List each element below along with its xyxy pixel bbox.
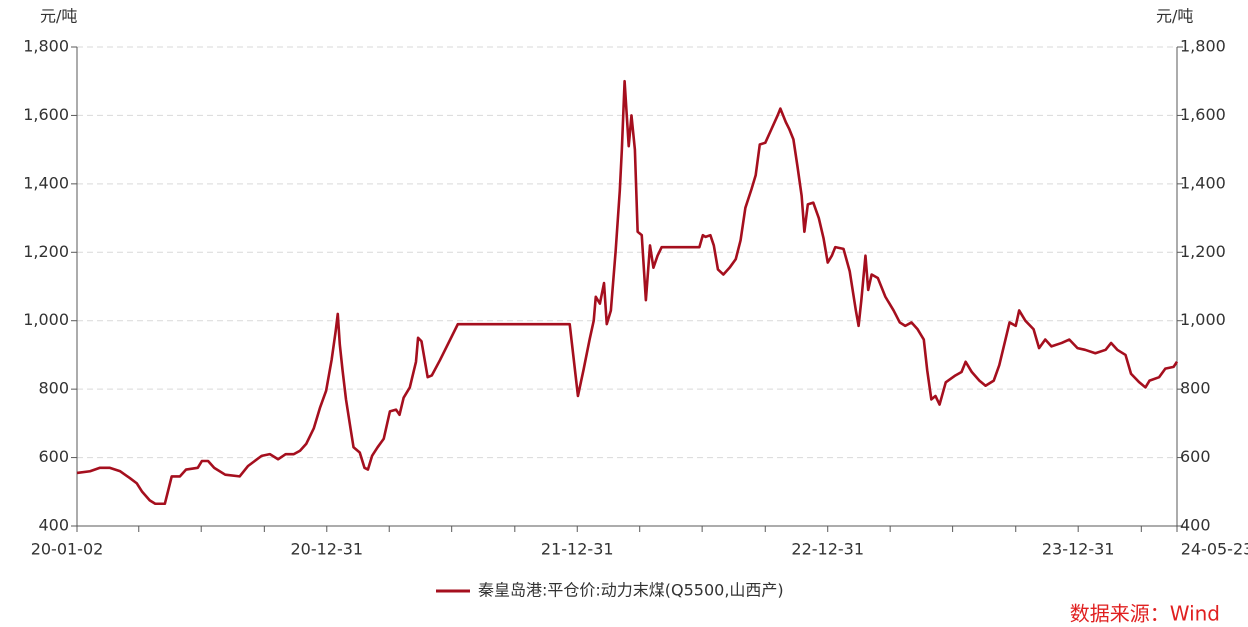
y2-tick-label: 400	[1180, 516, 1211, 535]
y-tick-label: 600	[38, 447, 69, 466]
x-tick-label: 22-12-31	[791, 540, 864, 559]
x-tick-label: 24-05-23	[1181, 540, 1248, 559]
y-tick-label: 1,400	[23, 173, 69, 192]
y2-tick-label: 800	[1180, 379, 1211, 398]
y2-unit: 元/吨	[1156, 7, 1193, 26]
x-tick-label: 23-12-31	[1042, 540, 1115, 559]
y2-tick-label: 1,600	[1180, 105, 1226, 124]
y-unit: 元/吨	[40, 7, 77, 26]
x-tick-label: 20-12-31	[290, 540, 363, 559]
series-line	[76, 79, 1179, 506]
y2-tick-label: 1,200	[1180, 242, 1226, 261]
y2-tick-label: 1,000	[1180, 310, 1226, 329]
y-tick-label: 1,200	[23, 242, 69, 261]
y-tick-label: 1,000	[23, 310, 69, 329]
legend-label: 秦皇岛港:平仓价:动力末煤(Q5500,山西产)	[478, 581, 784, 600]
y2-tick-label: 600	[1180, 447, 1211, 466]
source: 数据来源：Wind	[1070, 602, 1220, 626]
y-tick-label: 1,800	[23, 37, 69, 56]
y-tick-label: 800	[38, 379, 69, 398]
y2-tick-label: 1,400	[1180, 173, 1226, 192]
x-tick-label: 20-01-02	[31, 540, 104, 559]
x-tick-label: 21-12-31	[541, 540, 614, 559]
y-tick-label: 1,600	[23, 105, 69, 124]
y-tick-label: 400	[38, 516, 69, 535]
y2-tick-label: 1,800	[1180, 37, 1226, 56]
